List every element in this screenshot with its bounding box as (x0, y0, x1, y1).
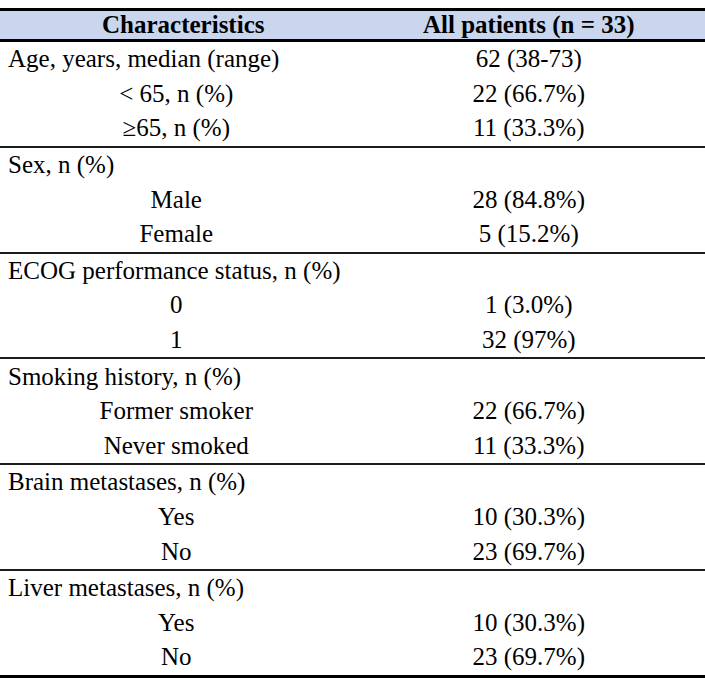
row-label: Female (0, 220, 353, 248)
table-header-row: Characteristics All patients (n = 33) (0, 8, 705, 42)
table-row: Liver metastases, n (%) (0, 571, 705, 606)
row-value: 1 (3.0%) (353, 291, 705, 319)
row-label: < 65, n (%) (0, 80, 353, 108)
row-label: Age, years, median (range) (0, 45, 353, 73)
row-value: 5 (15.2%) (353, 220, 705, 248)
row-value: 22 (66.7%) (353, 397, 705, 425)
row-value: 23 (69.7%) (353, 643, 705, 671)
table-row: No 23 (69.7%) (0, 640, 705, 675)
table-row: Smoking history, n (%) (0, 359, 705, 394)
table-section-sex: Sex, n (%) Male 28 (84.8%) Female 5 (15.… (0, 148, 705, 254)
table-row: Former smoker 22 (66.7%) (0, 394, 705, 429)
header-all-patients: All patients (n = 33) (353, 11, 705, 39)
table-row: Brain metastases, n (%) (0, 465, 705, 500)
row-value: 11 (33.3%) (353, 114, 705, 142)
table-section-age: Age, years, median (range) 62 (38-73) < … (0, 42, 705, 148)
row-label: Brain metastases, n (%) (0, 468, 353, 496)
table-row: Never smoked 11 (33.3%) (0, 429, 705, 464)
row-label: ECOG performance status, n (%) (0, 257, 353, 285)
row-value: 10 (30.3%) (353, 503, 705, 531)
table-row: 1 32 (97%) (0, 323, 705, 358)
row-value: 62 (38-73) (353, 45, 705, 73)
row-label: No (0, 643, 353, 671)
row-label: ≥65, n (%) (0, 114, 353, 142)
header-characteristics: Characteristics (0, 11, 353, 39)
table-row: Yes 10 (30.3%) (0, 500, 705, 535)
characteristics-table: Characteristics All patients (n = 33) Ag… (0, 8, 705, 678)
table-section-brain-metastases: Brain metastases, n (%) Yes 10 (30.3%) N… (0, 465, 705, 571)
row-value: 28 (84.8%) (353, 186, 705, 214)
row-value: 32 (97%) (353, 326, 705, 354)
row-value: 10 (30.3%) (353, 609, 705, 637)
row-value: 22 (66.7%) (353, 80, 705, 108)
table-row: Male 28 (84.8%) (0, 182, 705, 217)
row-label: Male (0, 186, 353, 214)
row-label: Liver metastases, n (%) (0, 574, 353, 602)
table-row: ECOG performance status, n (%) (0, 254, 705, 289)
row-label: Yes (0, 609, 353, 637)
table-row: Female 5 (15.2%) (0, 217, 705, 252)
table-section-liver-metastases: Liver metastases, n (%) Yes 10 (30.3%) N… (0, 571, 705, 678)
row-label: Never smoked (0, 432, 353, 460)
row-label: 1 (0, 326, 353, 354)
row-label: Smoking history, n (%) (0, 363, 353, 391)
table-row: Age, years, median (range) 62 (38-73) (0, 42, 705, 77)
table-section-smoking: Smoking history, n (%) Former smoker 22 … (0, 359, 705, 465)
table-row: ≥65, n (%) 11 (33.3%) (0, 111, 705, 146)
row-label: Former smoker (0, 397, 353, 425)
table-row: < 65, n (%) 22 (66.7%) (0, 77, 705, 112)
table-section-ecog: ECOG performance status, n (%) 0 1 (3.0%… (0, 254, 705, 360)
row-label: No (0, 538, 353, 566)
row-label: 0 (0, 291, 353, 319)
row-label: Sex, n (%) (0, 151, 353, 179)
row-label: Yes (0, 503, 353, 531)
table-row: No 23 (69.7%) (0, 534, 705, 569)
table-row: 0 1 (3.0%) (0, 288, 705, 323)
row-value: 11 (33.3%) (353, 432, 705, 460)
row-value: 23 (69.7%) (353, 538, 705, 566)
table-row: Yes 10 (30.3%) (0, 606, 705, 641)
table-row: Sex, n (%) (0, 148, 705, 183)
